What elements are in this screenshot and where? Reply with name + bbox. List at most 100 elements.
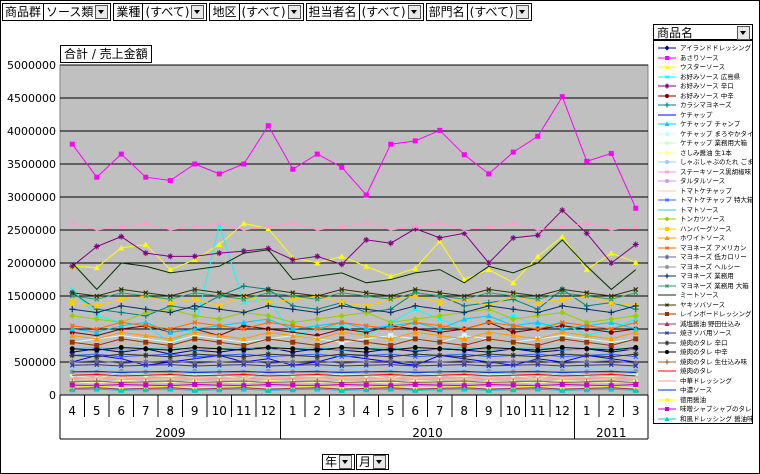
legend-item[interactable]: しゃぶしゃぶのたれ ごま味 bbox=[656, 157, 752, 167]
legend-item[interactable]: トマトケチャップ bbox=[656, 186, 752, 196]
filter-field-button-0[interactable]: 商品群 bbox=[2, 3, 45, 21]
legend-swatch bbox=[658, 74, 676, 79]
legend-label: マヨネーズ アメリカン bbox=[680, 243, 747, 252]
legend-item[interactable]: ホワイトソース bbox=[656, 233, 752, 243]
legend-item[interactable]: さしみ醤油 生1本 bbox=[656, 148, 752, 158]
legend-item[interactable]: マヨネーズ 低カロリー bbox=[656, 252, 752, 262]
legend-item[interactable]: マヨネーズ ヘルシー bbox=[656, 262, 752, 272]
series-line bbox=[72, 370, 636, 374]
legend-item[interactable]: 和風ドレッシング 醤油味 bbox=[656, 414, 752, 424]
legend-item[interactable]: ステーキソース黒胡椒味 bbox=[656, 167, 752, 177]
data-point bbox=[412, 326, 418, 332]
legend-item[interactable]: マヨネーズ アメリカン bbox=[656, 243, 752, 253]
dropdown-arrow-icon[interactable] bbox=[287, 5, 301, 19]
data-point bbox=[290, 166, 296, 172]
data-point bbox=[69, 369, 75, 375]
legend-item[interactable]: 焼肉のタレ 生仕込み味 bbox=[656, 357, 752, 367]
dropdown-arrow-icon[interactable] bbox=[515, 5, 529, 19]
data-point bbox=[534, 357, 541, 364]
filter-dropdown-4[interactable]: (すべて) bbox=[466, 3, 532, 21]
legend-swatch bbox=[658, 216, 676, 222]
legend-item[interactable]: 減塩醤油 野田仕込み bbox=[656, 319, 752, 329]
month-field-button[interactable]: 月 bbox=[356, 454, 390, 470]
legend-item[interactable]: お好みソース 辛口 bbox=[656, 81, 752, 91]
dropdown-arrow-icon[interactable] bbox=[95, 5, 109, 19]
legend-item[interactable]: カラシマヨネーズ bbox=[656, 100, 752, 110]
data-point bbox=[167, 293, 173, 299]
dropdown-arrow-icon[interactable] bbox=[737, 26, 750, 40]
filter-dropdown-3[interactable]: (すべて) bbox=[358, 3, 424, 21]
data-point bbox=[339, 336, 345, 342]
legend-swatch bbox=[658, 389, 676, 391]
legend-item[interactable]: ケチャップ bbox=[656, 110, 752, 120]
data-point bbox=[338, 360, 345, 367]
x-tick-label: 2 bbox=[313, 404, 321, 418]
legend-item[interactable]: 焼きソバ用ソース bbox=[656, 328, 752, 338]
x-tick-label: 1 bbox=[289, 404, 297, 418]
data-point bbox=[314, 357, 321, 364]
data-point bbox=[510, 220, 516, 226]
legend-item[interactable]: ウスターソース bbox=[656, 62, 752, 72]
legend-label: ミートソース bbox=[680, 291, 719, 299]
data-point bbox=[632, 312, 639, 319]
data-point bbox=[363, 290, 369, 296]
legend-item[interactable]: あさりソース bbox=[656, 53, 752, 63]
filter-field-button-4[interactable]: 部門名 bbox=[425, 3, 468, 21]
filter-field-button-1[interactable]: 業種 bbox=[113, 3, 144, 21]
legend-item[interactable]: マヨネーズ 業務用 大箱 bbox=[656, 281, 752, 291]
filter-dropdown-1[interactable]: (すべて) bbox=[142, 3, 208, 21]
data-point bbox=[632, 259, 639, 265]
legend-item[interactable]: お好みソース 中辛 bbox=[656, 91, 752, 101]
legend-item[interactable]: ケチャップ まろやかタイプ bbox=[656, 129, 752, 139]
legend-item[interactable]: お好みソース 広島県 bbox=[656, 72, 752, 82]
page-filter-bar: 商品群 ソース類 業種 (すべて) 地区 (すべて) 担当者名 (すべて) 部門… bbox=[2, 3, 534, 21]
legend-item[interactable]: 徳用醤油 bbox=[656, 395, 752, 405]
data-point bbox=[534, 378, 541, 385]
legend-item[interactable]: ヤキソバソース bbox=[656, 300, 752, 310]
filter-field-button-3[interactable]: 担当者名 bbox=[305, 3, 360, 21]
legend-item[interactable]: 焼肉のタレ bbox=[656, 366, 752, 376]
data-point bbox=[584, 382, 590, 388]
filter-dropdown-0[interactable]: ソース類 bbox=[43, 3, 112, 21]
data-point bbox=[216, 382, 222, 388]
data-point bbox=[314, 362, 320, 368]
filter-dropdown-2[interactable]: (すべて) bbox=[238, 3, 304, 21]
legend-item[interactable]: トンカツソース bbox=[656, 214, 752, 224]
legend-item[interactable]: トマトソース bbox=[656, 205, 752, 215]
data-point bbox=[216, 339, 222, 345]
legend-item[interactable]: タルタルソース bbox=[656, 176, 752, 186]
dropdown-arrow-icon[interactable] bbox=[339, 455, 353, 469]
x-tick-label: 11 bbox=[236, 404, 251, 418]
data-point bbox=[69, 362, 75, 368]
year-field-button[interactable]: 年 bbox=[322, 454, 356, 470]
dropdown-arrow-icon[interactable] bbox=[191, 5, 205, 19]
legend-item[interactable]: 中華ドレッシング bbox=[656, 376, 752, 386]
legend-item[interactable]: ハンバーグソース bbox=[656, 224, 752, 234]
legend-field-button[interactable]: 商品名 bbox=[653, 24, 753, 40]
legend-item[interactable]: ケチャップ チャンプ bbox=[656, 119, 752, 129]
data-point bbox=[534, 309, 541, 316]
data-point bbox=[338, 387, 345, 393]
legend-item[interactable]: ミートソース bbox=[656, 290, 752, 300]
data-point bbox=[584, 290, 590, 296]
data-point bbox=[167, 178, 173, 183]
dropdown-arrow-icon[interactable] bbox=[407, 5, 421, 19]
data-field-button[interactable]: 合計 / 売上金額 bbox=[60, 45, 152, 63]
data-point bbox=[118, 319, 124, 325]
legend-item[interactable]: レインボードレッシング bbox=[656, 309, 752, 319]
dropdown-arrow-icon[interactable] bbox=[373, 455, 387, 469]
data-point bbox=[314, 309, 321, 316]
legend-item[interactable]: 焼肉のタレ 中辛 bbox=[656, 347, 752, 357]
legend-item[interactable]: 味噌シャブシャブのタレ bbox=[656, 404, 752, 414]
legend-item[interactable]: アイランドドレッシング bbox=[656, 43, 752, 53]
legend-item[interactable]: 焼肉のタレ 辛口 bbox=[656, 338, 752, 348]
data-point bbox=[216, 359, 223, 365]
data-point bbox=[363, 346, 369, 352]
legend-item[interactable]: ケチャップ 業務用大箱 bbox=[656, 138, 752, 148]
data-point bbox=[265, 286, 271, 292]
legend-item[interactable]: トマトケチャップ 特大箱 bbox=[656, 195, 752, 205]
data-point bbox=[240, 378, 247, 385]
legend-item[interactable]: 中濃ソース bbox=[656, 385, 752, 395]
filter-field-button-2[interactable]: 地区 bbox=[209, 3, 240, 21]
legend-item[interactable]: マヨネーズ 業務用 bbox=[656, 271, 752, 281]
